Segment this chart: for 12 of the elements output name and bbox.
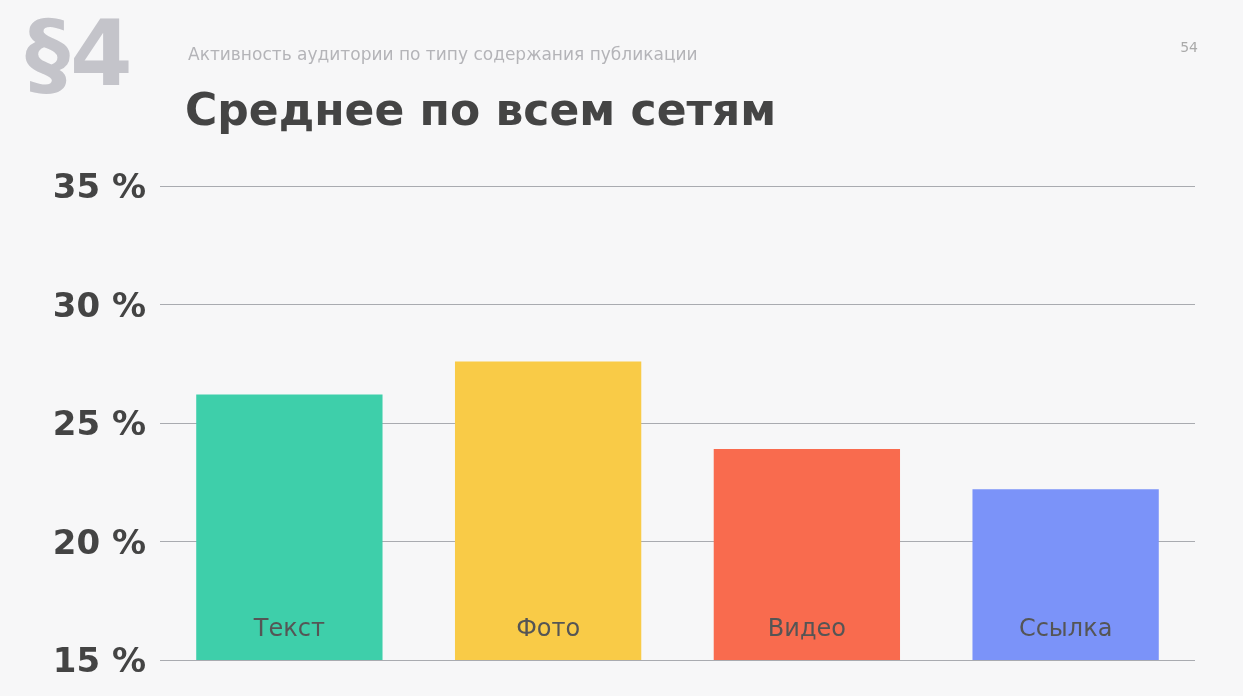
y-tick-label: 15 %	[52, 640, 146, 680]
y-tick-label: 20 %	[52, 521, 146, 562]
x-tick-label: Видео	[767, 614, 846, 642]
x-tick-label: Ссылка	[1018, 614, 1113, 642]
x-tick-label: Фото	[516, 614, 581, 642]
y-tick-label: 35 %	[52, 166, 146, 206]
x-tick-label: Текст	[252, 614, 325, 642]
y-tick-label: 25 %	[52, 403, 146, 443]
chart-title: Среднее по всем сетям	[185, 83, 777, 135]
chart-subtitle: Активность аудитории по типу содержания публикации	[188, 43, 698, 64]
text: 54	[1180, 39, 1199, 55]
y-tick-label: 30 %	[52, 284, 146, 325]
